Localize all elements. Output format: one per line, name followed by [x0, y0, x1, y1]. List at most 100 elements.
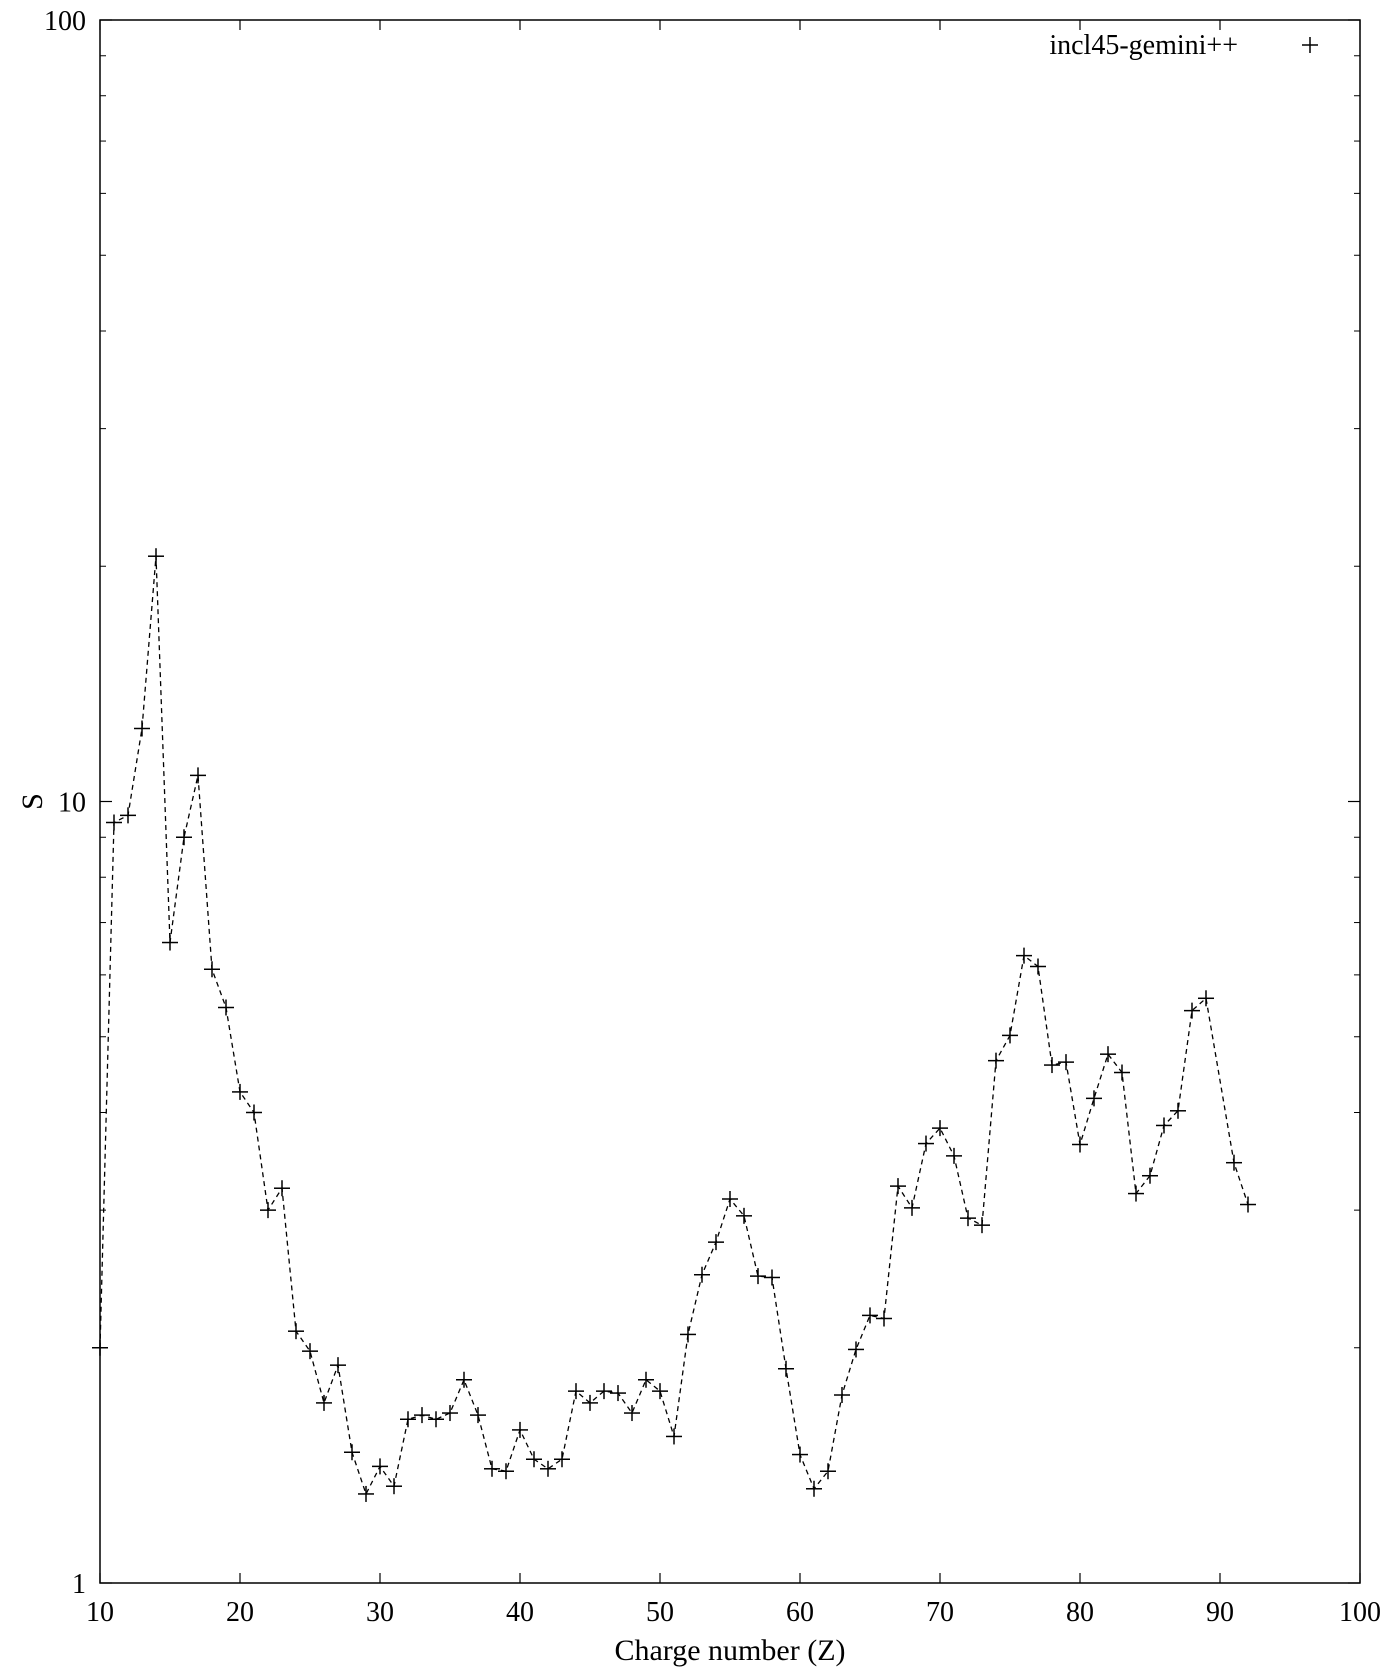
data-point	[806, 1480, 822, 1497]
data-point	[1030, 958, 1046, 975]
data-point	[820, 1463, 836, 1480]
data-point	[638, 1371, 654, 1388]
data-point	[428, 1411, 444, 1428]
x-tick-label: 60	[786, 1597, 814, 1628]
data-point	[1184, 1002, 1200, 1019]
data-point	[596, 1383, 612, 1400]
data-point	[330, 1357, 346, 1374]
series-line	[99, 556, 1249, 1496]
data-point	[386, 1478, 402, 1495]
data-point	[722, 1191, 738, 1208]
data-point	[1086, 1090, 1102, 1107]
data-point	[624, 1405, 640, 1422]
data-point	[946, 1147, 962, 1164]
data-point	[932, 1120, 948, 1137]
legend: incl45-gemini++	[1049, 30, 1318, 61]
data-point	[358, 1485, 374, 1502]
legend-label: incl45-gemini++	[1049, 30, 1238, 61]
data-point	[204, 961, 220, 978]
data-point	[1198, 990, 1214, 1007]
x-axis-title: Charge number (Z)	[614, 1634, 845, 1667]
data-point	[470, 1407, 486, 1424]
data-point	[1128, 1185, 1144, 1202]
data-point	[708, 1234, 724, 1251]
data-point	[680, 1326, 696, 1343]
data-point	[1114, 1064, 1130, 1081]
data-point	[540, 1460, 556, 1477]
data-point	[694, 1266, 710, 1283]
data-point	[190, 767, 206, 784]
x-tick-label: 70	[926, 1597, 954, 1628]
data-point	[1044, 1057, 1060, 1074]
data-point	[512, 1421, 528, 1438]
y-axis-title: S	[16, 793, 49, 810]
data-point	[582, 1394, 598, 1411]
data-point	[1142, 1167, 1158, 1184]
data-point	[232, 1083, 248, 1100]
data-point	[918, 1135, 934, 1152]
x-tick-label: 50	[646, 1597, 674, 1628]
y-tick-label: 1	[72, 1569, 86, 1600]
data-point	[568, 1383, 584, 1400]
x-tick-label: 20	[226, 1597, 254, 1628]
data-point	[1226, 1154, 1242, 1171]
data-point	[302, 1343, 318, 1360]
data-point	[834, 1387, 850, 1404]
data-point	[526, 1451, 542, 1468]
data-point	[876, 1310, 892, 1327]
data-point	[1240, 1196, 1256, 1213]
data-point	[974, 1217, 990, 1234]
data-point	[400, 1411, 416, 1428]
x-tick-label: 30	[366, 1597, 394, 1628]
data-point	[778, 1360, 794, 1377]
x-tick-label: 40	[506, 1597, 534, 1628]
data-point	[456, 1371, 472, 1388]
data-point	[904, 1199, 920, 1216]
data-point	[176, 829, 192, 846]
data-point	[764, 1269, 780, 1286]
legend-marker	[1302, 37, 1318, 53]
data-point	[1016, 947, 1032, 964]
x-tick-label: 100	[1339, 1597, 1381, 1628]
data-point	[498, 1463, 514, 1480]
data-point	[1170, 1102, 1186, 1119]
data-point	[890, 1178, 906, 1195]
data-point	[862, 1307, 878, 1324]
data-point	[848, 1341, 864, 1358]
data-point	[344, 1444, 360, 1461]
data-point	[218, 999, 234, 1016]
data-point	[274, 1180, 290, 1197]
data-point	[736, 1207, 752, 1224]
y-tick-label: 10	[58, 788, 86, 819]
data-point	[442, 1405, 458, 1422]
data-point	[792, 1446, 808, 1463]
data-point	[960, 1210, 976, 1227]
data-point	[134, 720, 150, 737]
data-point	[316, 1394, 332, 1411]
data-point	[988, 1052, 1004, 1069]
marks-layer	[92, 548, 1256, 1502]
data-point	[120, 807, 136, 824]
data-point	[106, 814, 122, 831]
data-point	[1100, 1046, 1116, 1063]
data-point	[288, 1323, 304, 1340]
data-point	[610, 1385, 626, 1402]
data-point	[260, 1202, 276, 1219]
data-point	[484, 1460, 500, 1477]
data-point	[162, 934, 178, 951]
data-point	[1072, 1136, 1088, 1153]
data-point	[1058, 1054, 1074, 1071]
data-point	[148, 548, 164, 565]
x-tick-label: 80	[1066, 1597, 1094, 1628]
data-point	[414, 1407, 430, 1424]
plot-frame	[99, 19, 1361, 1584]
data-point	[666, 1428, 682, 1445]
data-point	[750, 1268, 766, 1285]
data-point	[652, 1383, 668, 1400]
x-tick-label: 10	[86, 1597, 114, 1628]
data-point	[554, 1451, 570, 1468]
y-tick-label: 100	[44, 6, 86, 37]
x-tick-label: 90	[1206, 1597, 1234, 1628]
